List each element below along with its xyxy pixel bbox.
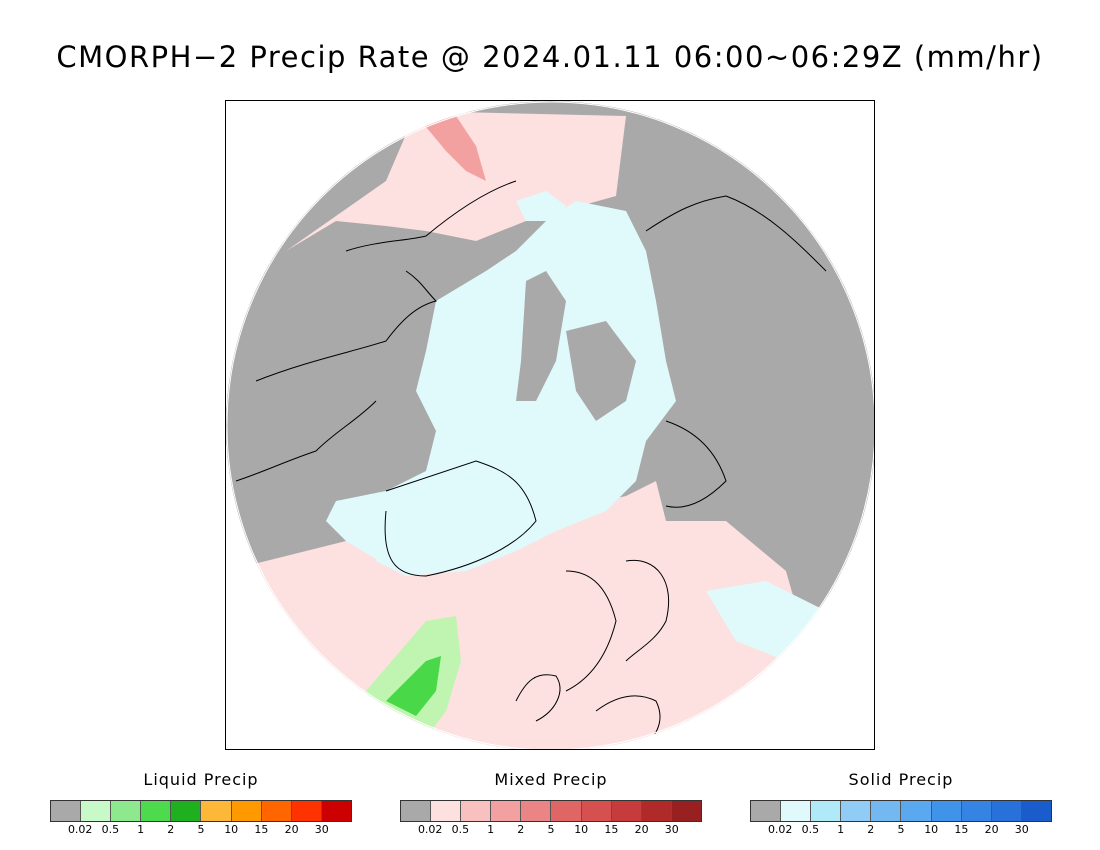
coastlines: [235, 180, 827, 749]
mixed-precip-bering-region: [406, 116, 506, 211]
legend-tick-label: 2: [517, 823, 525, 836]
no-precip-streaks-2: [566, 321, 636, 421]
legend-swatch: [491, 801, 522, 821]
legend-swatch: [841, 801, 872, 821]
legend-swatch: [781, 801, 812, 821]
legend-swatch: [751, 801, 782, 821]
legend-tick-label: 0.02: [767, 823, 793, 836]
legend-tick-label: 30: [664, 823, 679, 836]
legend-tick-label: 5: [547, 823, 555, 836]
legend-tick-label: 2: [867, 823, 875, 836]
polar-precip-map: [226, 101, 874, 749]
mixed-precip-moderate-area: [421, 116, 486, 181]
legend-ticks-mixed: 0.02 0.5 1 2 5 10 15 20 30: [400, 823, 702, 837]
legend-tick-label: 1: [137, 823, 145, 836]
legend-swatch: [521, 801, 552, 821]
legend-tick-label: 5: [897, 823, 905, 836]
legend-swatch: [141, 801, 172, 821]
legend-tick-label: 20: [984, 823, 999, 836]
map-title: CMORPH−2 Precip Rate @ 2024.01.11 06:00~…: [56, 40, 1044, 74]
legend-mixed: Mixed Precip 0.02 0.5 1 2 5 10 15 20 30: [400, 770, 702, 837]
map-disc-edge: [226, 101, 874, 749]
legend-swatch: [871, 801, 902, 821]
legend-tick-label: 10: [224, 823, 239, 836]
legend-colorbar-liquid: [50, 800, 352, 822]
legend-tick-label: 30: [314, 823, 329, 836]
solid-precip-north-patch: [516, 191, 566, 221]
legend-swatch: [201, 801, 232, 821]
no-precip-streaks: [516, 271, 566, 401]
legend-tick-label: 0.5: [101, 823, 120, 836]
legend-tick-label: 10: [924, 823, 939, 836]
legend-swatch: [461, 801, 492, 821]
legend-swatch: [991, 801, 1022, 821]
legend-swatch: [401, 801, 432, 821]
legend-swatch: [551, 801, 582, 821]
legend-tick-label: 30: [1014, 823, 1029, 836]
legend-tick-label: 5: [197, 823, 205, 836]
solid-precip-greenland-region: [376, 461, 536, 576]
liquid-precip-moderate-area: [386, 656, 441, 716]
legend-colorbar-mixed: [400, 800, 702, 822]
legend-tick-label: 20: [284, 823, 299, 836]
solid-precip-arctic-region: [326, 201, 676, 571]
legend-tick-label: 10: [574, 823, 589, 836]
legend-ticks-solid: 0.02 0.5 1 2 5 10 15 20 30: [750, 823, 1052, 837]
legend-tick-label: 2: [167, 823, 175, 836]
legend-tick-label: 0.5: [801, 823, 820, 836]
legend-title-mixed: Mixed Precip: [494, 770, 608, 789]
legend-swatch: [51, 801, 82, 821]
polar-map-frame: [225, 100, 875, 750]
legend-swatch: [641, 801, 672, 821]
legend-swatch: [901, 801, 932, 821]
legend-swatch: [431, 801, 462, 821]
legend-tick-label: 15: [954, 823, 969, 836]
legend-liquid: Liquid Precip 0.02 0.5 1 2 5 10 15 20 30: [50, 770, 352, 837]
legend-swatch: [81, 801, 112, 821]
legend-swatch: [261, 801, 292, 821]
legend-title-solid: Solid Precip: [848, 770, 954, 789]
legend-swatch: [931, 801, 962, 821]
legend-ticks-liquid: 0.02 0.5 1 2 5 10 15 20 30: [50, 823, 352, 837]
legend-tick-label: 15: [604, 823, 619, 836]
legend-swatch: [611, 801, 642, 821]
legend-tick-label: 20: [634, 823, 649, 836]
legend-tick-label: 15: [254, 823, 269, 836]
legend-solid: Solid Precip 0.02 0.5 1 2 5 10 15 20 30: [750, 770, 1052, 837]
map-disc: [226, 101, 874, 749]
legend-swatch: [321, 801, 351, 821]
legend-title-liquid: Liquid Precip: [143, 770, 259, 789]
legend-colorbar-solid: [750, 800, 1052, 822]
legend-tick-label: 0.5: [451, 823, 470, 836]
legend-swatch: [171, 801, 202, 821]
legend-tick-label: 1: [487, 823, 495, 836]
legend-swatch: [1021, 801, 1051, 821]
legend-swatch: [581, 801, 612, 821]
legend-swatch: [961, 801, 992, 821]
legend-swatch: [671, 801, 701, 821]
legend-tick-label: 0.02: [67, 823, 93, 836]
legend-tick-label: 0.02: [417, 823, 443, 836]
legend-swatch: [231, 801, 262, 821]
legend-swatch: [811, 801, 842, 821]
legend-tick-label: 1: [837, 823, 845, 836]
legend-swatch: [291, 801, 322, 821]
legend-swatch: [111, 801, 142, 821]
